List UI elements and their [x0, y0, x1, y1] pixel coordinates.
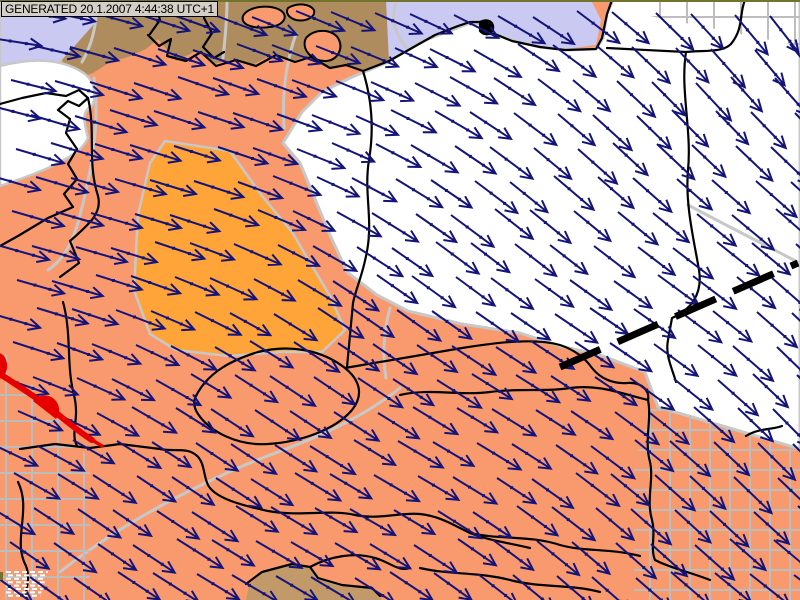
- border-czech: [193, 347, 361, 446]
- region-northsea-white-blob: [0, 59, 96, 188]
- border-lithuania: [605, 0, 747, 54]
- isoline-8: [392, 2, 408, 49]
- border-alps: [18, 442, 532, 550]
- top-edge-olive: [0, 0, 800, 2]
- warm-front-edge-blob: [0, 353, 8, 379]
- region-denmark-island-1: [241, 5, 286, 29]
- warm-front-tail: [90, 438, 104, 448]
- isoline-5: [382, 306, 392, 380]
- border-right-squiggle: [744, 424, 784, 438]
- white-hatch-patch: [6, 571, 48, 597]
- border-oder: [345, 69, 373, 369]
- isoline-2: [46, 76, 98, 272]
- left-edge-artifact: [0, 572, 3, 580]
- border-de-baltic-coast: [146, 33, 391, 73]
- isoline-1: [282, 32, 298, 130]
- trough-dashed-line: [558, 259, 800, 371]
- border-adriatic-balkans: [244, 398, 712, 598]
- border-nl-de: [58, 96, 100, 279]
- border-nl-coast: [0, 88, 90, 248]
- warm-front: [0, 353, 104, 448]
- generated-timestamp-label: GENERATED 20.1.2007 4:44:38 UTC+1: [1, 1, 218, 17]
- isoline-3: [686, 203, 800, 268]
- warm-front-semicircle: [33, 395, 60, 419]
- region-adriatic-tan-patch: [246, 564, 382, 600]
